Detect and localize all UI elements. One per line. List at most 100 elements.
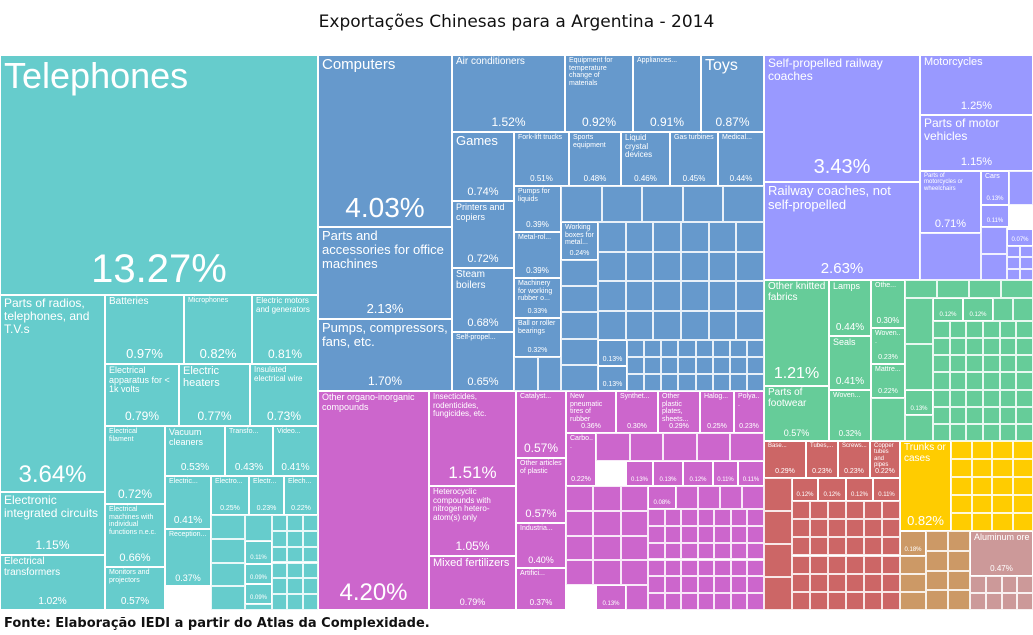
treemap-tile[interactable]: Electrical machines with individual func… [105, 504, 165, 567]
treemap-cell [983, 389, 1000, 407]
treemap-tile[interactable]: Sports equipment 0.48% [569, 132, 621, 186]
treemap-tile[interactable]: Other knitted fabrics 1.21% [764, 280, 829, 386]
treemap-tile[interactable]: Machinery for working rubber o... 0.33% [514, 278, 561, 318]
treemap-tile[interactable]: Metal-rol... 0.39% [514, 232, 561, 278]
treemap-tile[interactable]: Trunks or cases 0.82% [900, 441, 951, 531]
treemap-tile[interactable]: Toys 0.87% [701, 55, 764, 132]
treemap-tile[interactable]: Medical... 0.44% [718, 132, 764, 186]
treemap-tile[interactable]: 0.13% [905, 390, 933, 415]
treemap-tile[interactable]: Printers and copiers 0.72% [452, 201, 514, 268]
treemap-tile[interactable]: Microphones 0.82% [184, 295, 252, 364]
treemap-tile[interactable]: Catalyst... 0.57% [516, 391, 566, 458]
treemap-tile[interactable]: Games 0.74% [452, 132, 514, 201]
treemap-tile[interactable]: Other articles of plastic 0.57% [516, 458, 566, 523]
treemap-tile[interactable]: 0.13% [596, 585, 626, 610]
treemap-tile[interactable]: Copper tubes and pipes 0.22% [870, 441, 900, 478]
treemap-tile[interactable]: 0.12% [933, 298, 963, 321]
treemap-tile[interactable]: Other organo-inorganic compounds 4.20% [318, 391, 429, 610]
treemap-tile[interactable]: 0.13% [653, 461, 683, 486]
treemap-tile[interactable]: Batteries 0.97% [105, 295, 184, 364]
treemap-tile[interactable]: Pumps, compressors, fans, etc. 1.70% [318, 319, 452, 391]
treemap-tile[interactable]: Monitors and projectors 0.57% [105, 567, 165, 610]
treemap-tile[interactable]: Transfo... 0.43% [225, 426, 273, 476]
treemap-tile[interactable]: Gas turbines 0.45% [670, 132, 718, 186]
treemap-tile[interactable]: Telephones 13.27% [0, 55, 318, 295]
treemap-tile[interactable]: 0.12% [792, 478, 818, 501]
treemap-tile[interactable]: Vacuum cleaners 0.53% [165, 426, 225, 476]
treemap-tile[interactable]: Parts and accessories for office machine… [318, 227, 452, 319]
treemap-tile[interactable]: 0.11% [738, 461, 764, 486]
treemap-tile[interactable]: Electronic integrated circuits 1.15% [0, 492, 105, 555]
treemap-tile[interactable]: Halog... 0.25% [700, 391, 734, 433]
treemap-tile[interactable]: 0.11% [713, 461, 738, 486]
treemap-tile[interactable]: 0.12% [846, 478, 873, 501]
treemap-tile[interactable]: Artifici... 0.37% [516, 568, 566, 610]
treemap-tile[interactable]: Industria... 0.40% [516, 523, 566, 568]
treemap-tile[interactable]: Computers 4.03% [318, 55, 452, 227]
treemap-tile[interactable]: Insecticides, rodenticides, fungicides, … [429, 391, 516, 486]
treemap-tile[interactable]: Appliances... 0.91% [633, 55, 701, 132]
treemap-tile[interactable]: Othe... 0.30% [871, 280, 905, 328]
treemap-tile[interactable]: Cars 0.13% [981, 171, 1009, 205]
treemap-tile[interactable]: 0.13% [598, 366, 627, 391]
treemap-tile[interactable]: Electric motors and generators 0.81% [252, 295, 318, 364]
treemap-cell [627, 357, 645, 374]
treemap-tile[interactable]: Base... 0.29% [764, 441, 806, 478]
treemap-tile[interactable]: Motorcycles 1.25% [920, 55, 1033, 115]
treemap-tile[interactable]: Self-propel... 0.65% [452, 332, 514, 391]
treemap-tile[interactable]: 0.12% [818, 478, 846, 501]
treemap-tile[interactable]: Electr... 0.23% [249, 476, 284, 515]
treemap-tile[interactable]: Synthet... 0.30% [616, 391, 658, 433]
treemap-tile[interactable]: Electrical apparatus for < 1k volts 0.79% [105, 364, 179, 426]
treemap-tile[interactable]: Video... 0.41% [273, 426, 318, 476]
treemap-tile[interactable]: 0.09% [245, 564, 272, 584]
treemap-tile[interactable]: Aluminum ore 0.47% [970, 531, 1033, 576]
treemap-tile[interactable]: Polya... 0.23% [734, 391, 764, 433]
treemap-tile[interactable]: Elech... 0.22% [284, 476, 318, 515]
treemap-tile[interactable]: Steam boilers 0.68% [452, 268, 514, 332]
treemap-tile[interactable]: Mattre... 0.22% [871, 364, 905, 398]
treemap-tile[interactable]: Mixed fertilizers 0.79% [429, 556, 516, 610]
treemap-tile[interactable]: Insulated electrical wire 0.73% [250, 364, 318, 426]
treemap-tile[interactable]: Pumps for liquids 0.39% [514, 186, 561, 232]
treemap-tile[interactable]: Screws... 0.23% [838, 441, 870, 478]
treemap-tile[interactable]: 0.07% [1007, 229, 1033, 246]
treemap-tile[interactable]: Parts of motor vehicles 1.15% [920, 115, 1033, 171]
treemap-tile[interactable]: 0.11% [245, 541, 272, 564]
treemap-tile[interactable]: Reception... 0.37% [165, 529, 211, 586]
treemap-tile[interactable]: 0.12% [963, 298, 993, 321]
treemap-tile[interactable]: 0.18% [900, 531, 926, 556]
treemap-tile[interactable]: Tubes,... 0.23% [806, 441, 838, 478]
treemap-tile[interactable]: Woven... 0.32% [829, 390, 871, 441]
treemap-tile[interactable]: Ball or roller bearings 0.32% [514, 318, 561, 357]
treemap-tile[interactable]: Equipment for temperature change of mate… [565, 55, 633, 132]
treemap-tile[interactable]: Electric... 0.41% [165, 476, 211, 529]
treemap-tile[interactable]: Self-propelled railway coaches 3.43% [764, 55, 920, 182]
treemap-tile[interactable]: 0.11% [981, 205, 1009, 227]
treemap-tile[interactable]: Seals 0.41% [829, 336, 871, 390]
treemap-tile[interactable]: Woven... 0.23% [871, 328, 905, 364]
treemap-tile[interactable]: 0.09% [245, 584, 272, 604]
treemap-tile[interactable]: Carbo... 0.22% [566, 433, 596, 486]
treemap-tile[interactable]: 0.08% [648, 486, 676, 509]
treemap-tile[interactable]: Parts of radios, telephones, and T.V.s 3.… [0, 295, 105, 492]
treemap-tile[interactable]: 0.12% [683, 461, 713, 486]
treemap-tile[interactable]: Working boxes for metal... 0.24% [561, 222, 598, 260]
treemap-tile[interactable]: Parts of footwear 0.57% [764, 386, 829, 441]
treemap-tile[interactable]: Air conditioners 1.52% [452, 55, 565, 132]
treemap-tile[interactable]: Electric heaters 0.77% [179, 364, 250, 426]
treemap-tile[interactable]: New pneumatic tires of rubber 0.36% [566, 391, 616, 433]
treemap-tile[interactable]: Lamps 0.44% [829, 280, 871, 336]
treemap-tile[interactable]: Electro... 0.25% [211, 476, 249, 515]
treemap-tile[interactable]: Railway coaches, not self-propelled 2.63% [764, 182, 920, 280]
treemap-tile[interactable]: Electrical filament 0.72% [105, 426, 165, 504]
treemap-tile[interactable]: Heterocyclic compounds with nitrogen het… [429, 486, 516, 556]
treemap-tile[interactable]: Fork-lift trucks 0.51% [514, 132, 569, 186]
treemap-tile[interactable]: 0.13% [598, 340, 627, 366]
treemap-tile[interactable]: Liquid crystal devices 0.46% [621, 132, 670, 186]
treemap-tile[interactable]: Parts of motorcycles or wheelchairs 0.71% [920, 171, 981, 233]
treemap-tile[interactable]: Other plastic plates, sheets... 0.29% [658, 391, 700, 433]
treemap-tile[interactable]: 0.13% [626, 461, 653, 486]
treemap-tile[interactable]: Electrical transformers 1.02% [0, 555, 105, 610]
treemap-tile[interactable]: 0.11% [873, 478, 900, 501]
